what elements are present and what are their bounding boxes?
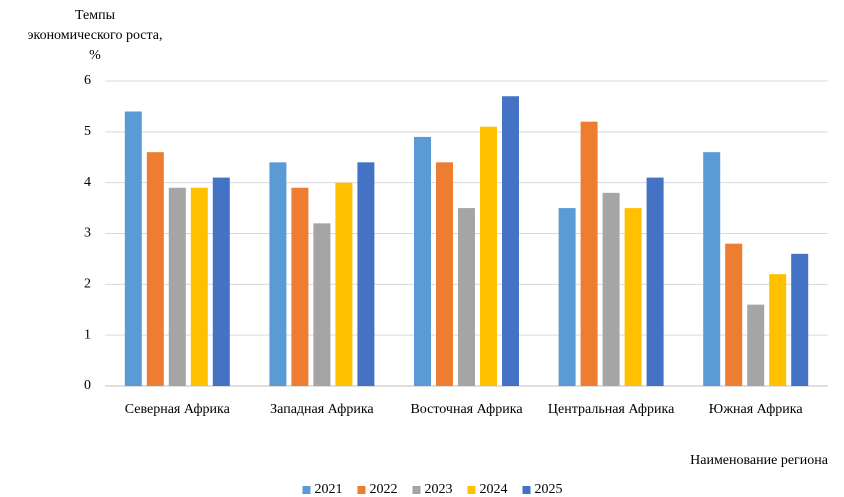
x-tick-label: Центральная Африка xyxy=(547,402,675,417)
y-axis-label: Темпы xyxy=(75,8,116,23)
bar xyxy=(313,223,331,386)
y-axis-label: экономического роста, xyxy=(27,28,162,43)
x-tick-label: Западная Африка xyxy=(270,402,374,417)
bar xyxy=(212,177,230,386)
bar xyxy=(580,121,598,387)
bar xyxy=(703,152,721,386)
bar xyxy=(269,162,287,386)
bar xyxy=(146,152,164,386)
x-axis-label: Наименование региона xyxy=(690,453,829,468)
bar xyxy=(747,304,765,386)
y-tick-label: 0 xyxy=(84,378,91,393)
bar xyxy=(458,208,475,386)
bar xyxy=(624,208,642,386)
bar xyxy=(502,96,519,386)
y-axis-label: % xyxy=(89,48,101,63)
y-tick-label: 5 xyxy=(84,124,91,139)
legend-swatch xyxy=(467,486,476,494)
y-tick-label: 3 xyxy=(84,226,91,241)
bar xyxy=(558,208,576,386)
bar xyxy=(190,187,208,386)
x-tick-label: Южная Африка xyxy=(708,402,803,417)
bar xyxy=(769,274,787,386)
y-tick-label: 2 xyxy=(84,277,91,292)
bar xyxy=(791,253,809,386)
bar xyxy=(646,177,664,386)
legend-label: 2023 xyxy=(425,482,453,497)
bar xyxy=(291,187,309,386)
legend-label: 2021 xyxy=(315,482,343,497)
legend-label: 2025 xyxy=(535,482,563,497)
y-tick-label: 6 xyxy=(84,73,91,88)
y-tick-label: 4 xyxy=(84,175,91,190)
bar xyxy=(480,126,497,386)
legend-label: 2022 xyxy=(370,482,398,497)
bar xyxy=(602,192,620,386)
bar xyxy=(124,111,142,386)
legend-label: 2024 xyxy=(480,482,508,497)
bar xyxy=(168,187,186,386)
legend-swatch xyxy=(302,486,311,494)
legend-swatch xyxy=(357,486,366,494)
y-tick-label: 1 xyxy=(84,327,91,342)
legend-swatch xyxy=(522,486,531,494)
bar xyxy=(725,243,743,386)
x-tick-label: Северная Африка xyxy=(124,402,230,417)
bar xyxy=(357,162,375,386)
bar xyxy=(414,136,431,386)
bar xyxy=(335,182,353,386)
legend-swatch xyxy=(412,486,421,494)
bar xyxy=(436,162,453,386)
x-tick-label: Восточная Африка xyxy=(410,402,523,417)
